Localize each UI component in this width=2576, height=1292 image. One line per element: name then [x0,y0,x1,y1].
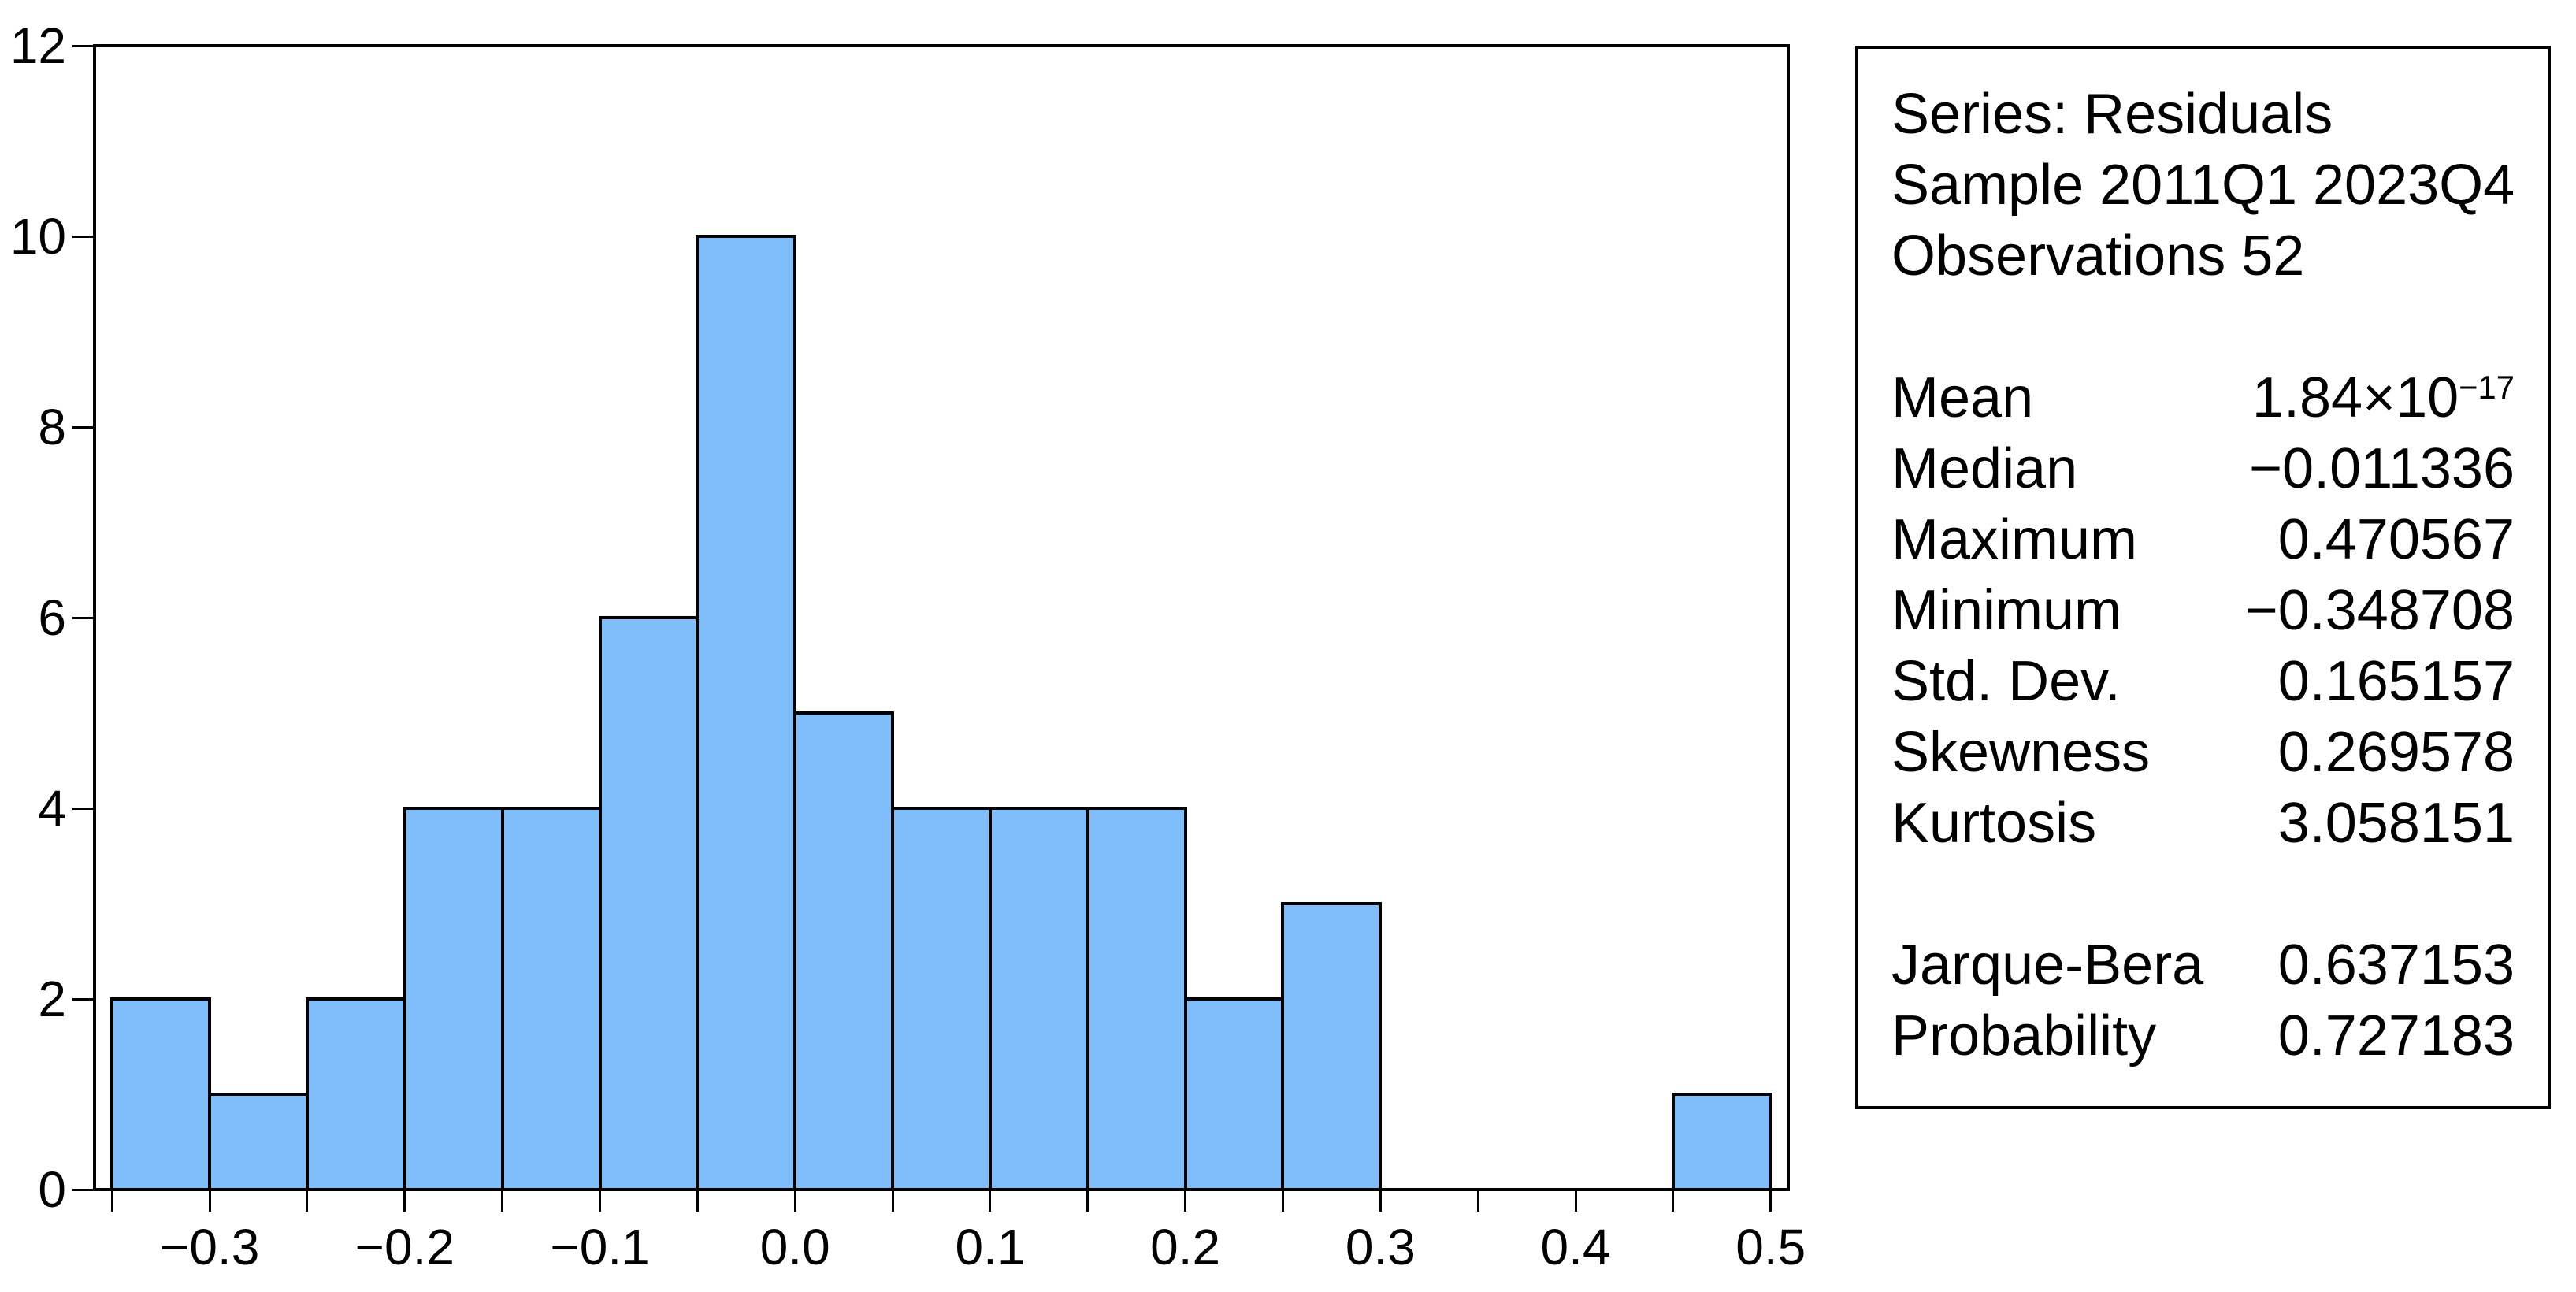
stat-value: −0.011336 [2248,437,2515,500]
stats-box: Series: Residuals Sample 2011Q1 2023Q4 O… [1855,46,2551,1109]
stats-row-std-dev: Std. Dev. 0.165157 [1891,646,2515,717]
x-axis-tick [1574,1191,1577,1212]
stat-value: 0.727183 [2277,1004,2515,1067]
x-axis-tick [793,1191,796,1212]
histogram-bar [696,235,797,1191]
histogram-bar [1281,902,1383,1191]
x-axis-tick [403,1191,406,1212]
stat-label: Maximum [1891,508,2138,571]
x-axis-tick [989,1191,992,1212]
histogram-bar [988,807,1089,1191]
stat-value: 0.470567 [2277,508,2515,571]
y-axis-tick [72,44,93,47]
y-axis-label: 10 [9,208,66,265]
x-axis-label: −0.2 [354,1219,455,1275]
stat-label: Minimum [1891,579,2122,642]
stat-value: 0.165157 [2277,650,2515,713]
stat-label: Skewness [1891,721,2151,784]
x-axis-label: 0.5 [1735,1219,1806,1275]
stats-row-jarque-bera: Jarque-Bera 0.637153 [1891,930,2515,1001]
histogram-bar [500,807,602,1191]
stat-label: Median [1891,437,2078,500]
stat-value-exponent: −17 [2459,369,2515,407]
histogram-bar [1671,1093,1772,1191]
stat-label: Jarque-Bera [1891,934,2204,997]
x-axis-tick [891,1191,894,1212]
x-axis-tick [110,1191,113,1212]
stats-row-maximum: Maximum 0.470567 [1891,504,2515,575]
stat-value: 0.637153 [2277,934,2515,997]
y-axis-tick [72,1188,93,1191]
stats-row-skewness: Skewness 0.269578 [1891,717,2515,788]
y-axis-label: 8 [38,399,66,455]
y-axis-label: 6 [38,589,66,646]
stats-sample-line: Sample 2011Q1 2023Q4 [1891,154,2515,217]
x-axis-tick [208,1191,211,1212]
y-axis-tick [72,807,93,810]
stats-row-median: Median −0.011336 [1891,433,2515,504]
stats-row-mean: Mean 1.84×10−17 [1891,362,2515,433]
histogram-bar [1086,807,1187,1191]
x-axis-tick [1184,1191,1187,1212]
histogram-bar [403,807,504,1191]
stats-spacer [1891,291,2515,362]
stat-label: Mean [1891,366,2034,429]
y-axis-label: 4 [38,780,66,837]
histogram-bar [891,807,992,1191]
stats-observations-line: Observations 52 [1891,225,2305,288]
y-axis-tick [72,235,93,238]
x-axis-tick [599,1191,602,1212]
histogram-bar [793,711,895,1191]
y-axis-label: 12 [9,17,66,74]
x-axis-tick [1476,1191,1479,1212]
y-axis-label: 0 [38,1161,66,1218]
stats-series-line: Series: Residuals [1891,83,2333,146]
x-axis-label: −0.3 [159,1219,260,1275]
x-axis-tick [696,1191,699,1212]
stat-label: Kurtosis [1891,792,2097,855]
histogram-bar [1183,997,1285,1191]
y-axis-tick [72,425,93,429]
stat-label: Std. Dev. [1891,650,2121,713]
stats-row-probability: Probability 0.727183 [1891,1001,2515,1071]
histogram-bar [305,997,406,1191]
stats-spacer [1891,859,2515,930]
x-axis-tick [1672,1191,1675,1212]
x-axis-label: 0.1 [955,1219,1026,1275]
stat-value-base: 1.84×10 [2251,366,2459,429]
stat-value: 1.84×10−17 [2252,362,2515,433]
stat-value: 0.269578 [2277,721,2515,784]
stat-value: 3.058151 [2277,792,2515,855]
x-axis-label: −0.1 [550,1219,650,1275]
x-axis-label: 0.2 [1150,1219,1221,1275]
histogram-plot-area: −0.3 −0.2 −0.1 0.0 0.1 0.2 0.3 0.4 0.5 0 2 4 6 8 10 12 [9,17,1806,1275]
x-axis-label: 0.3 [1345,1219,1416,1275]
stat-label: Probability [1891,1004,2157,1067]
y-axis-tick [72,616,93,619]
x-axis-label: 0.4 [1540,1219,1611,1275]
x-axis-tick [1086,1191,1089,1212]
x-axis-tick [1769,1191,1772,1212]
histogram-bar [598,616,700,1191]
x-axis-tick [1379,1191,1382,1212]
histogram-bar [208,1093,309,1191]
stat-value: −0.348708 [2244,579,2515,642]
x-axis-label: 0.0 [759,1219,830,1275]
stats-row-minimum: Minimum −0.348708 [1891,575,2515,646]
histogram-bar [110,997,212,1191]
x-axis-tick [1281,1191,1284,1212]
x-axis-tick [501,1191,504,1212]
stats-row-kurtosis: Kurtosis 3.058151 [1891,788,2515,859]
y-axis-label: 2 [38,971,66,1027]
y-axis-tick [72,997,93,1001]
x-axis-tick [306,1191,309,1212]
